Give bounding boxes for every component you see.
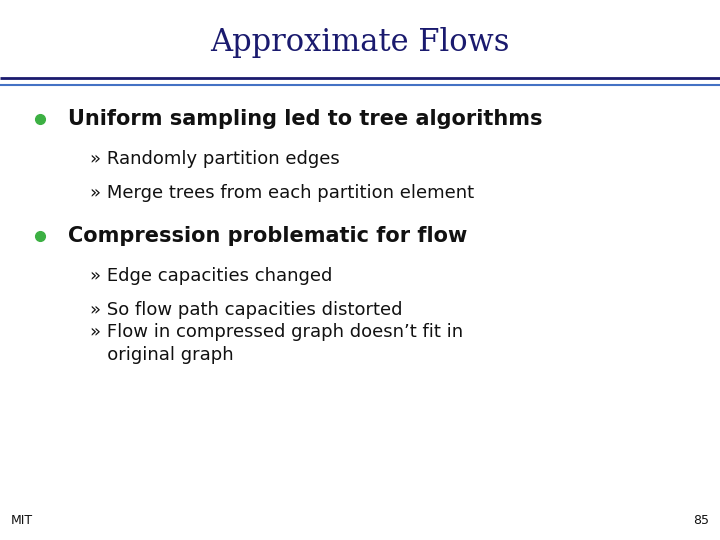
Text: MIT: MIT [11, 514, 33, 526]
Text: Compression problematic for flow: Compression problematic for flow [68, 226, 468, 246]
Text: » Randomly partition edges: » Randomly partition edges [90, 150, 340, 168]
Text: Uniform sampling led to tree algorithms: Uniform sampling led to tree algorithms [68, 109, 543, 129]
Text: » So flow path capacities distorted: » So flow path capacities distorted [90, 301, 402, 319]
Text: » Merge trees from each partition element: » Merge trees from each partition elemen… [90, 184, 474, 202]
Text: » Edge capacities changed: » Edge capacities changed [90, 267, 333, 286]
Text: Approximate Flows: Approximate Flows [210, 27, 510, 58]
Text: 85: 85 [693, 514, 709, 526]
Text: » Flow in compressed graph doesn’t fit in
   original graph: » Flow in compressed graph doesn’t fit i… [90, 323, 463, 363]
